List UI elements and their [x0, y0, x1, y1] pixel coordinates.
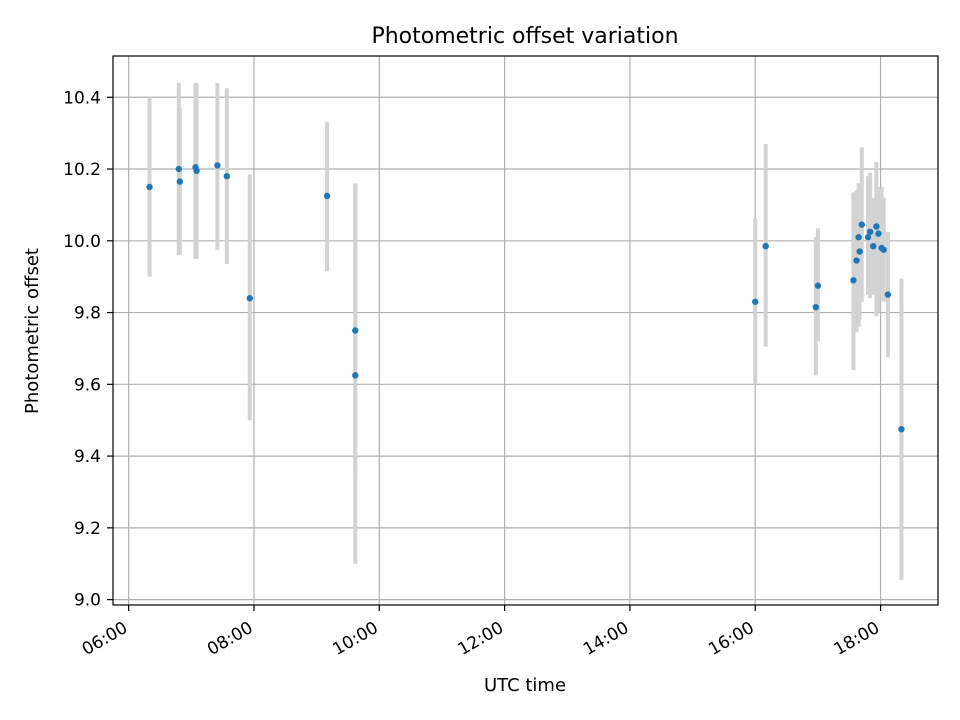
data-point — [875, 230, 882, 237]
data-point — [175, 165, 182, 173]
y-axis-ticks: 9.0 9.2 9.4 9.6 9.8 10.0 10.2 10.4 — [63, 88, 113, 611]
y-tick-label: 10.4 — [63, 88, 101, 108]
data-point — [873, 223, 880, 230]
y-axis-label: Photometric offset — [22, 248, 43, 414]
data-point — [812, 303, 820, 311]
data-point — [246, 295, 254, 302]
x-axis-label: UTC time — [484, 675, 566, 696]
y-tick-label: 9.8 — [74, 304, 101, 324]
data-point — [146, 183, 153, 191]
data-point — [850, 277, 857, 284]
chart-title: Photometric offset variation — [371, 24, 678, 49]
data-point — [814, 282, 822, 289]
data-point — [762, 242, 769, 250]
data-point — [323, 192, 331, 200]
y-tick-label: 10.2 — [63, 160, 101, 180]
data-point — [752, 298, 759, 305]
data-point — [176, 178, 184, 185]
data-point — [858, 221, 865, 228]
data-point — [856, 248, 863, 255]
data-point — [214, 162, 221, 169]
y-tick-label: 9.6 — [74, 375, 101, 395]
data-point — [223, 173, 231, 180]
data-point — [884, 291, 892, 298]
data-point — [880, 246, 887, 253]
data-point — [898, 425, 905, 433]
data-point — [352, 327, 359, 334]
plot-frame — [112, 55, 939, 606]
data-point — [193, 167, 200, 175]
data-point — [866, 228, 874, 236]
y-tick-label: 9.4 — [74, 447, 101, 467]
data-point — [853, 257, 860, 264]
data-point — [855, 234, 862, 241]
data-points — [146, 162, 905, 433]
y-tick-label: 9.2 — [74, 519, 101, 539]
data-point — [864, 234, 872, 241]
data-point — [352, 372, 359, 379]
y-tick-label: 9.0 — [74, 591, 101, 611]
y-tick-label: 10.0 — [63, 232, 101, 252]
data-point — [870, 242, 877, 250]
grid-lines — [113, 56, 938, 605]
